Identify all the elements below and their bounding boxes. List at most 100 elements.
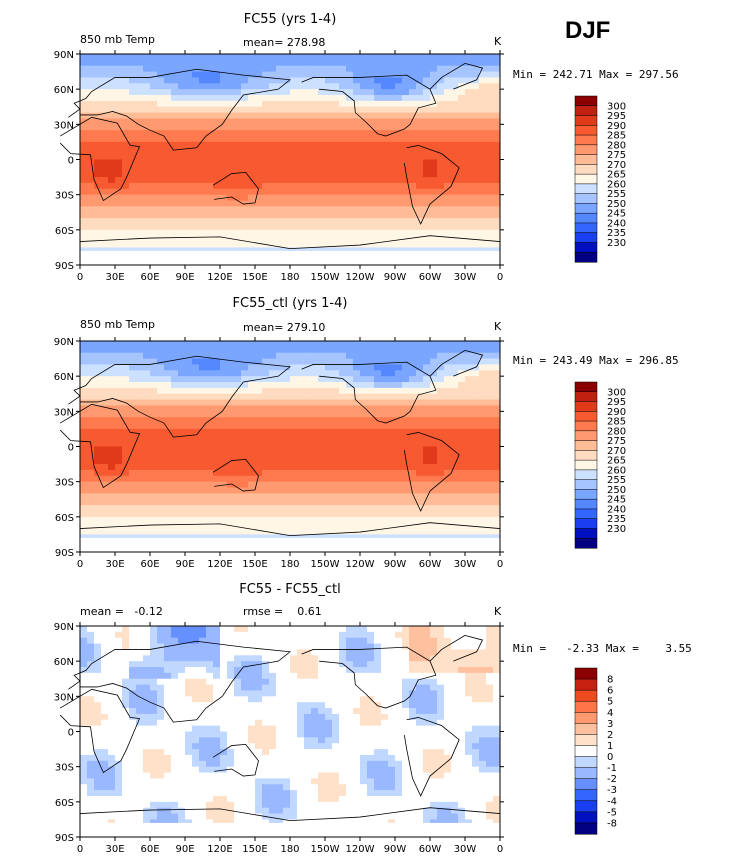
contour-cell (325, 661, 333, 668)
contour-cell (143, 177, 151, 184)
x-tick-label: 60W (419, 559, 442, 570)
contour-cell (269, 341, 277, 348)
contour-cell (458, 194, 466, 202)
contour-cell (290, 481, 298, 489)
contour-cell (346, 510, 354, 518)
contour-cell (178, 346, 186, 354)
contour-cell (437, 522, 445, 530)
contour-cell (451, 528, 459, 535)
contour-cell (129, 241, 137, 248)
contour-cell (136, 516, 144, 524)
contour-cell (108, 159, 116, 166)
contour-cell (395, 77, 403, 84)
contour-cell (234, 428, 242, 436)
contour-cell (108, 649, 116, 656)
contour-cell (227, 382, 235, 389)
contour-cell (164, 229, 172, 237)
contour-cell (367, 516, 375, 524)
contour-cell (458, 393, 466, 401)
contour-cell (136, 206, 144, 213)
contour-cell (332, 77, 340, 84)
colorbar-swatch (574, 381, 598, 393)
contour-cell (325, 428, 333, 436)
contour-cell (346, 77, 354, 84)
contour-field (80, 341, 500, 552)
contour-cell (185, 95, 193, 102)
contour-cell (199, 171, 207, 178)
contour-cell (451, 130, 459, 137)
contour-cell (171, 505, 179, 512)
contour-cell (311, 71, 319, 78)
contour-cell (157, 218, 165, 225)
contour-cell (290, 71, 298, 78)
contour-cell (395, 106, 403, 114)
contour-cell (353, 649, 361, 656)
contour-cell (360, 534, 368, 541)
contour-cell (192, 475, 200, 483)
contour-cell (409, 71, 417, 78)
contour-cell (318, 423, 326, 430)
contour-cell (129, 358, 137, 365)
contour-cell (248, 136, 256, 143)
contour-cell (143, 534, 151, 541)
contour-cell (465, 352, 473, 360)
contour-cell (416, 54, 424, 61)
contour-cell (318, 136, 326, 143)
contour-cell (80, 417, 88, 424)
contour-cell (486, 200, 494, 207)
contour-cell (416, 528, 424, 535)
contour-cell (367, 247, 375, 254)
contour-cell (185, 428, 193, 436)
contour-cell (353, 440, 361, 447)
contour-cell (220, 458, 228, 465)
contour-cell (486, 95, 494, 102)
contour-cell (486, 159, 494, 166)
contour-cell (479, 399, 487, 406)
contour-cell (94, 241, 102, 248)
contour-cell (486, 235, 494, 243)
contour-cell (367, 352, 375, 360)
contour-cell (150, 136, 158, 143)
contour-cell (248, 626, 256, 633)
contour-cell (381, 223, 389, 231)
contour-cell (199, 352, 207, 360)
colorbar-label: 290 (607, 121, 626, 132)
contour-cell (451, 487, 459, 494)
contour-cell (493, 206, 500, 213)
contour-cell (185, 405, 193, 412)
contour-cell (262, 65, 270, 73)
contour-cell (472, 177, 480, 184)
contour-cell (374, 358, 382, 365)
contour-cell (234, 655, 242, 662)
contour-cell (143, 141, 151, 149)
contour-cell (87, 112, 95, 119)
contour-cell (465, 341, 473, 348)
contour-cell (87, 387, 95, 395)
contour-cell (136, 428, 144, 436)
contour-cell (374, 100, 382, 108)
contour-cell (437, 661, 445, 668)
contour-cell (101, 59, 109, 67)
contour-cell (227, 177, 235, 184)
contour-cell (178, 89, 186, 96)
contour-cell (332, 376, 340, 383)
contour-cell (206, 89, 214, 96)
contour-cell (199, 469, 207, 477)
contour-cell (402, 136, 410, 143)
contour-cell (227, 631, 235, 639)
contour-cell (150, 153, 158, 160)
contour-cell (367, 171, 375, 178)
contour-cell (297, 147, 305, 155)
contour-cell (150, 124, 158, 131)
contour-cell (374, 77, 382, 84)
contour-cell (444, 341, 452, 348)
contour-cell (381, 452, 389, 459)
contour-cell (101, 452, 109, 459)
contour-cell (101, 411, 109, 418)
contour-cell (353, 341, 361, 348)
contour-cell (416, 141, 424, 149)
contour-cell (311, 218, 319, 225)
contour-cell (206, 631, 214, 639)
contour-cell (136, 147, 144, 155)
contour-cell (430, 399, 438, 406)
